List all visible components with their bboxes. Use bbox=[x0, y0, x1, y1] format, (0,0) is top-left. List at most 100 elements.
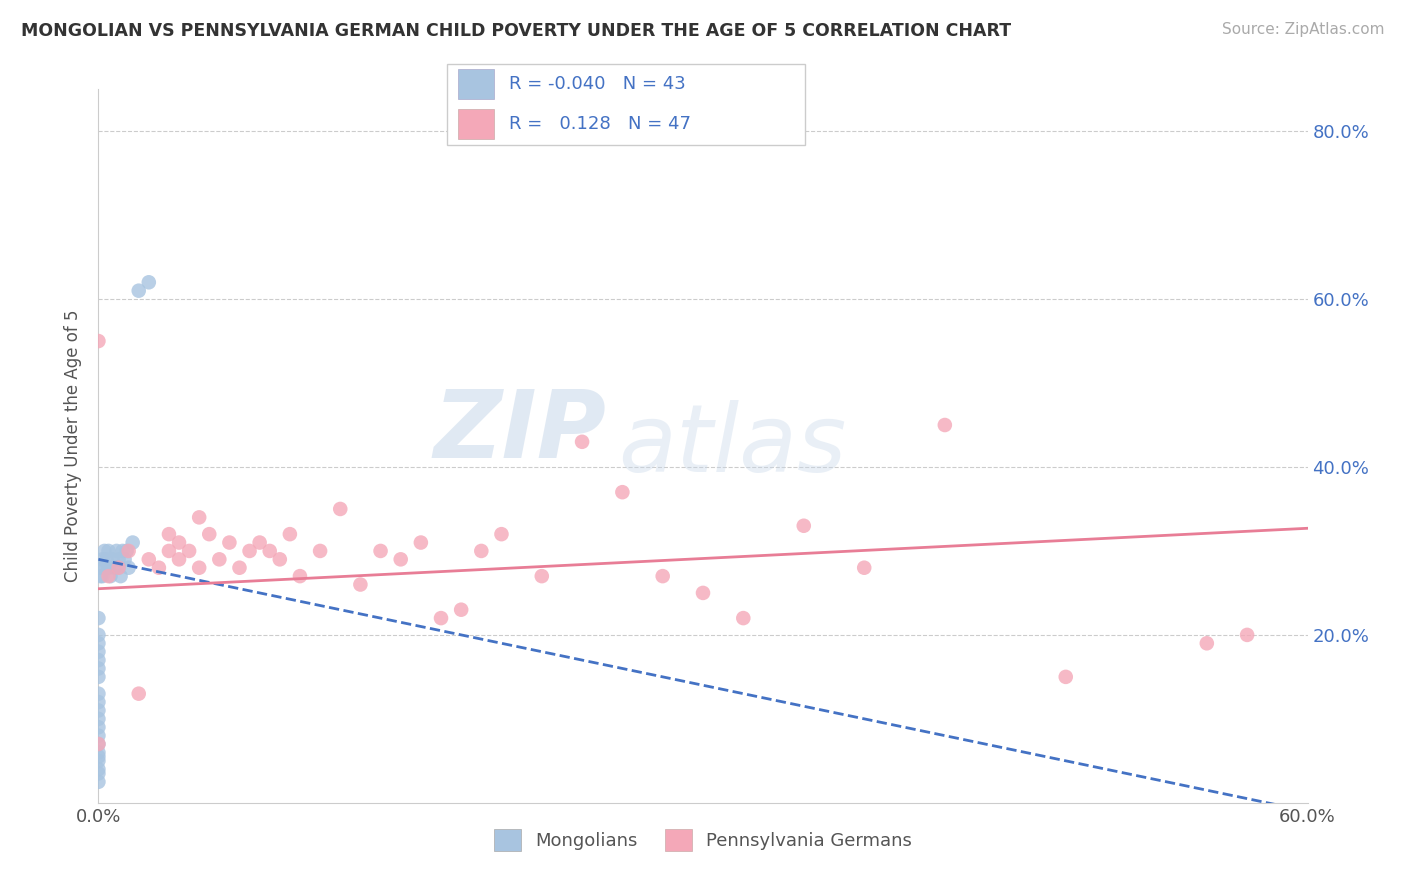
Point bbox=[87, 737, 110, 751]
Point bbox=[87, 762, 110, 776]
Point bbox=[97, 569, 120, 583]
Point bbox=[97, 544, 120, 558]
Point bbox=[430, 611, 453, 625]
Point bbox=[470, 544, 492, 558]
Point bbox=[934, 417, 956, 432]
Point bbox=[1054, 670, 1077, 684]
Point bbox=[128, 687, 150, 701]
Point bbox=[651, 569, 673, 583]
Point bbox=[853, 560, 876, 574]
Point bbox=[111, 544, 134, 558]
Point bbox=[571, 434, 593, 449]
Text: Source: ZipAtlas.com: Source: ZipAtlas.com bbox=[1222, 22, 1385, 37]
Text: ZIP: ZIP bbox=[433, 385, 606, 478]
Point bbox=[87, 695, 110, 709]
Point bbox=[87, 645, 110, 659]
Point bbox=[115, 544, 138, 558]
Point bbox=[101, 552, 124, 566]
Point bbox=[87, 729, 110, 743]
Point bbox=[309, 544, 332, 558]
Point bbox=[87, 720, 110, 734]
Point bbox=[118, 544, 141, 558]
Point bbox=[93, 544, 115, 558]
Point bbox=[87, 653, 110, 667]
Point bbox=[87, 661, 110, 675]
Point bbox=[87, 628, 110, 642]
Point bbox=[530, 569, 553, 583]
Point bbox=[167, 535, 190, 549]
Point bbox=[288, 569, 311, 583]
Point bbox=[87, 703, 110, 717]
Point bbox=[107, 560, 129, 574]
Text: R =   0.128   N = 47: R = 0.128 N = 47 bbox=[509, 115, 690, 133]
Point bbox=[103, 560, 125, 574]
Point bbox=[87, 766, 110, 780]
Point bbox=[1236, 628, 1258, 642]
Text: MONGOLIAN VS PENNSYLVANIA GERMAN CHILD POVERTY UNDER THE AGE OF 5 CORRELATION CH: MONGOLIAN VS PENNSYLVANIA GERMAN CHILD P… bbox=[21, 22, 1011, 40]
Point bbox=[138, 552, 160, 566]
Point bbox=[157, 544, 180, 558]
Point bbox=[87, 636, 110, 650]
Point bbox=[87, 746, 110, 760]
Point bbox=[188, 560, 211, 574]
Point bbox=[128, 284, 150, 298]
Y-axis label: Child Poverty Under the Age of 5: Child Poverty Under the Age of 5 bbox=[65, 310, 83, 582]
Point bbox=[87, 687, 110, 701]
Point bbox=[733, 611, 755, 625]
Point bbox=[89, 569, 111, 583]
FancyBboxPatch shape bbox=[447, 64, 804, 145]
Point bbox=[157, 527, 180, 541]
Point bbox=[228, 560, 250, 574]
Point bbox=[107, 560, 129, 574]
Point bbox=[409, 535, 432, 549]
Point bbox=[96, 552, 118, 566]
Point bbox=[121, 535, 143, 549]
Point bbox=[188, 510, 211, 524]
Point bbox=[87, 611, 110, 625]
Point bbox=[329, 502, 352, 516]
Point bbox=[692, 586, 714, 600]
Point bbox=[249, 535, 271, 549]
Point bbox=[105, 544, 128, 558]
Point bbox=[91, 552, 114, 566]
Point bbox=[612, 485, 634, 500]
Point bbox=[87, 737, 110, 751]
Point bbox=[87, 774, 110, 789]
Point bbox=[491, 527, 513, 541]
Point bbox=[370, 544, 392, 558]
Point bbox=[138, 275, 160, 289]
Point bbox=[450, 603, 472, 617]
Point bbox=[89, 560, 111, 574]
Point bbox=[87, 754, 110, 768]
Point bbox=[259, 544, 281, 558]
Legend: Mongolians, Pennsylvania Germans: Mongolians, Pennsylvania Germans bbox=[486, 822, 920, 858]
Point bbox=[793, 518, 815, 533]
Point bbox=[91, 569, 114, 583]
Point bbox=[107, 552, 129, 566]
Point bbox=[1195, 636, 1218, 650]
Point bbox=[100, 569, 122, 583]
FancyBboxPatch shape bbox=[457, 109, 494, 139]
Text: atlas: atlas bbox=[619, 401, 846, 491]
Point bbox=[97, 560, 120, 574]
Text: R = -0.040   N = 43: R = -0.040 N = 43 bbox=[509, 75, 686, 93]
Point bbox=[87, 749, 110, 764]
Point bbox=[114, 552, 136, 566]
Point bbox=[269, 552, 291, 566]
Point bbox=[148, 560, 170, 574]
Point bbox=[87, 334, 110, 348]
Point bbox=[179, 544, 201, 558]
Point bbox=[167, 552, 190, 566]
Point bbox=[87, 670, 110, 684]
Point bbox=[93, 560, 115, 574]
Point bbox=[118, 560, 141, 574]
Point bbox=[218, 535, 240, 549]
Point bbox=[110, 569, 132, 583]
Point bbox=[389, 552, 412, 566]
Point bbox=[239, 544, 262, 558]
Point bbox=[208, 552, 231, 566]
Point bbox=[278, 527, 301, 541]
Point bbox=[87, 712, 110, 726]
FancyBboxPatch shape bbox=[457, 70, 494, 99]
Point bbox=[349, 577, 371, 591]
